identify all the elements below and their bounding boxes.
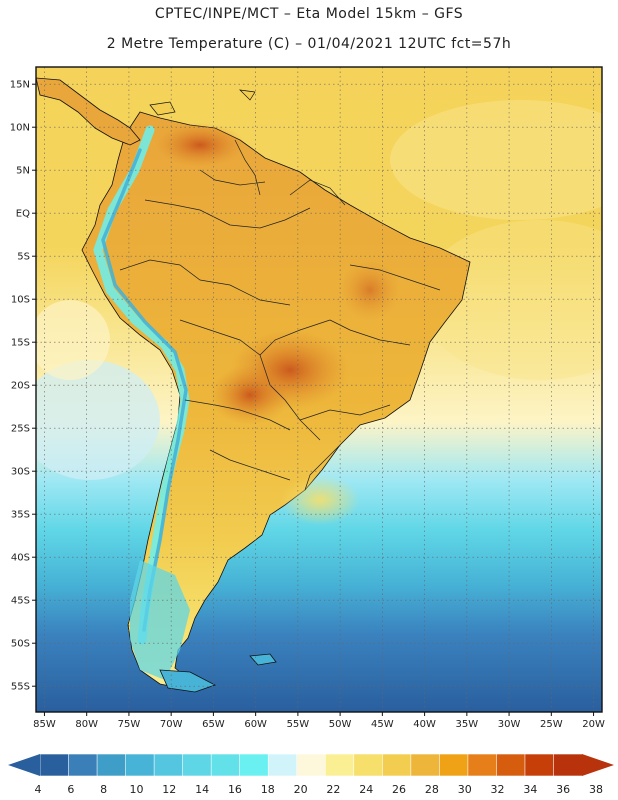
legend-value-label: 22 bbox=[326, 783, 340, 796]
lon-label: 55W bbox=[287, 719, 310, 730]
legend-value-label: 18 bbox=[261, 783, 275, 796]
latitude-labels: 15N 10N 5N EQ 5S 10S 15S 20S 25S 30S 35S 40S 45S 50S 5… bbox=[10, 80, 36, 693]
lat-label: 55S bbox=[11, 682, 30, 693]
lat-label: 10S bbox=[11, 295, 30, 306]
legend-swatch bbox=[153, 753, 184, 777]
legend-value-label: 10 bbox=[129, 783, 143, 796]
lat-label: 45S bbox=[11, 596, 30, 607]
legend-swatch bbox=[96, 753, 127, 777]
legend-value-label: 14 bbox=[195, 783, 209, 796]
legend-swatch bbox=[496, 753, 526, 777]
longitude-labels: 85W 80W 75W 70W 65W 60W 55W 50W 45W 40W 35W 30W 25W 2… bbox=[33, 712, 605, 730]
legend-swatch bbox=[353, 753, 384, 777]
legend-value-label: 8 bbox=[100, 783, 107, 796]
lat-label: 15S bbox=[11, 338, 30, 349]
legend-swatch bbox=[210, 753, 241, 777]
legend-value-label: 34 bbox=[523, 783, 537, 796]
lon-label: 30W bbox=[498, 719, 521, 730]
legend-value-label: 4 bbox=[35, 783, 42, 796]
legend-swatch bbox=[125, 753, 155, 777]
falkland-islands bbox=[249, 653, 277, 666]
legend-value-label: 38 bbox=[589, 783, 603, 796]
legend-swatch bbox=[239, 753, 269, 777]
map-subtitle: 2 Metre Temperature (C) – 01/04/2021 12U… bbox=[106, 36, 512, 52]
color-legend-labels: 4 6 8 10 12 14 16 18 20 22 24 26 28 30 32 34 36 38 bbox=[35, 783, 604, 796]
lat-label: 25S bbox=[11, 424, 30, 435]
lon-label: 80W bbox=[75, 719, 98, 730]
lon-label: 65W bbox=[202, 719, 225, 730]
lon-label: 60W bbox=[244, 719, 267, 730]
color-legend bbox=[8, 753, 614, 777]
lon-label: 70W bbox=[160, 719, 183, 730]
map-area bbox=[36, 67, 602, 712]
andes-cold-core bbox=[101, 148, 188, 632]
legend-value-label: 26 bbox=[392, 783, 406, 796]
legend-value-label: 6 bbox=[67, 783, 74, 796]
legend-value-label: 30 bbox=[458, 783, 472, 796]
legend-value-label: 12 bbox=[162, 783, 176, 796]
map-title: CPTEC/INPE/MCT – Eta Model 15km – GFS bbox=[154, 6, 464, 22]
lat-label: 20S bbox=[11, 381, 30, 392]
hot-region-venezuela bbox=[155, 123, 245, 167]
lat-label: 10N bbox=[10, 123, 30, 134]
caribbean-island bbox=[239, 89, 256, 101]
warm-region-uruguay bbox=[280, 475, 360, 525]
lat-label: 50S bbox=[11, 639, 30, 650]
ocean-cool-band bbox=[36, 300, 110, 380]
lon-label: 20W bbox=[582, 719, 605, 730]
legend-value-label: 16 bbox=[228, 783, 242, 796]
lat-label: 35S bbox=[11, 510, 30, 521]
lat-label: 15N bbox=[10, 80, 30, 91]
legend-swatch bbox=[68, 753, 98, 777]
hot-region-paraguay bbox=[210, 365, 290, 425]
legend-swatch bbox=[467, 753, 498, 777]
ocean-warm-band bbox=[390, 100, 602, 220]
lon-label: 50W bbox=[329, 719, 352, 730]
legend-swatch bbox=[439, 753, 469, 777]
central-america-landmass bbox=[36, 77, 141, 146]
legend-arrow-low bbox=[8, 754, 40, 776]
caribbean-island bbox=[149, 101, 176, 116]
legend-swatch bbox=[182, 753, 212, 777]
lon-label: 40W bbox=[413, 719, 436, 730]
legend-swatch bbox=[39, 753, 70, 777]
legend-swatch bbox=[296, 753, 326, 777]
hot-region-brazil bbox=[340, 260, 400, 320]
lon-label: 45W bbox=[371, 719, 394, 730]
legend-value-label: 32 bbox=[491, 783, 505, 796]
lat-label: 5N bbox=[16, 166, 30, 177]
lon-label: 35W bbox=[456, 719, 479, 730]
legend-arrow-high bbox=[582, 754, 614, 776]
lat-label: 30S bbox=[11, 467, 30, 478]
lon-label: 85W bbox=[33, 719, 56, 730]
lon-label: 75W bbox=[118, 719, 141, 730]
country-borders bbox=[119, 139, 441, 491]
tierra-del-fuego bbox=[159, 669, 217, 693]
patagonia-cold bbox=[130, 560, 190, 680]
legend-value-label: 20 bbox=[294, 783, 308, 796]
legend-swatch bbox=[553, 753, 583, 777]
lat-label: 5S bbox=[17, 252, 30, 263]
legend-swatch bbox=[410, 753, 441, 777]
legend-value-label: 24 bbox=[359, 783, 373, 796]
lon-label: 25W bbox=[540, 719, 563, 730]
legend-swatch bbox=[524, 753, 555, 777]
map-frame bbox=[35, 66, 603, 713]
legend-swatch bbox=[267, 753, 298, 777]
lat-label: 40S bbox=[11, 553, 30, 564]
legend-value-label: 36 bbox=[556, 783, 570, 796]
legend-swatch bbox=[324, 753, 355, 777]
lat-label: EQ bbox=[16, 209, 30, 220]
legend-value-label: 28 bbox=[425, 783, 439, 796]
ocean-cool-band bbox=[36, 360, 160, 480]
legend-swatch bbox=[382, 753, 412, 777]
